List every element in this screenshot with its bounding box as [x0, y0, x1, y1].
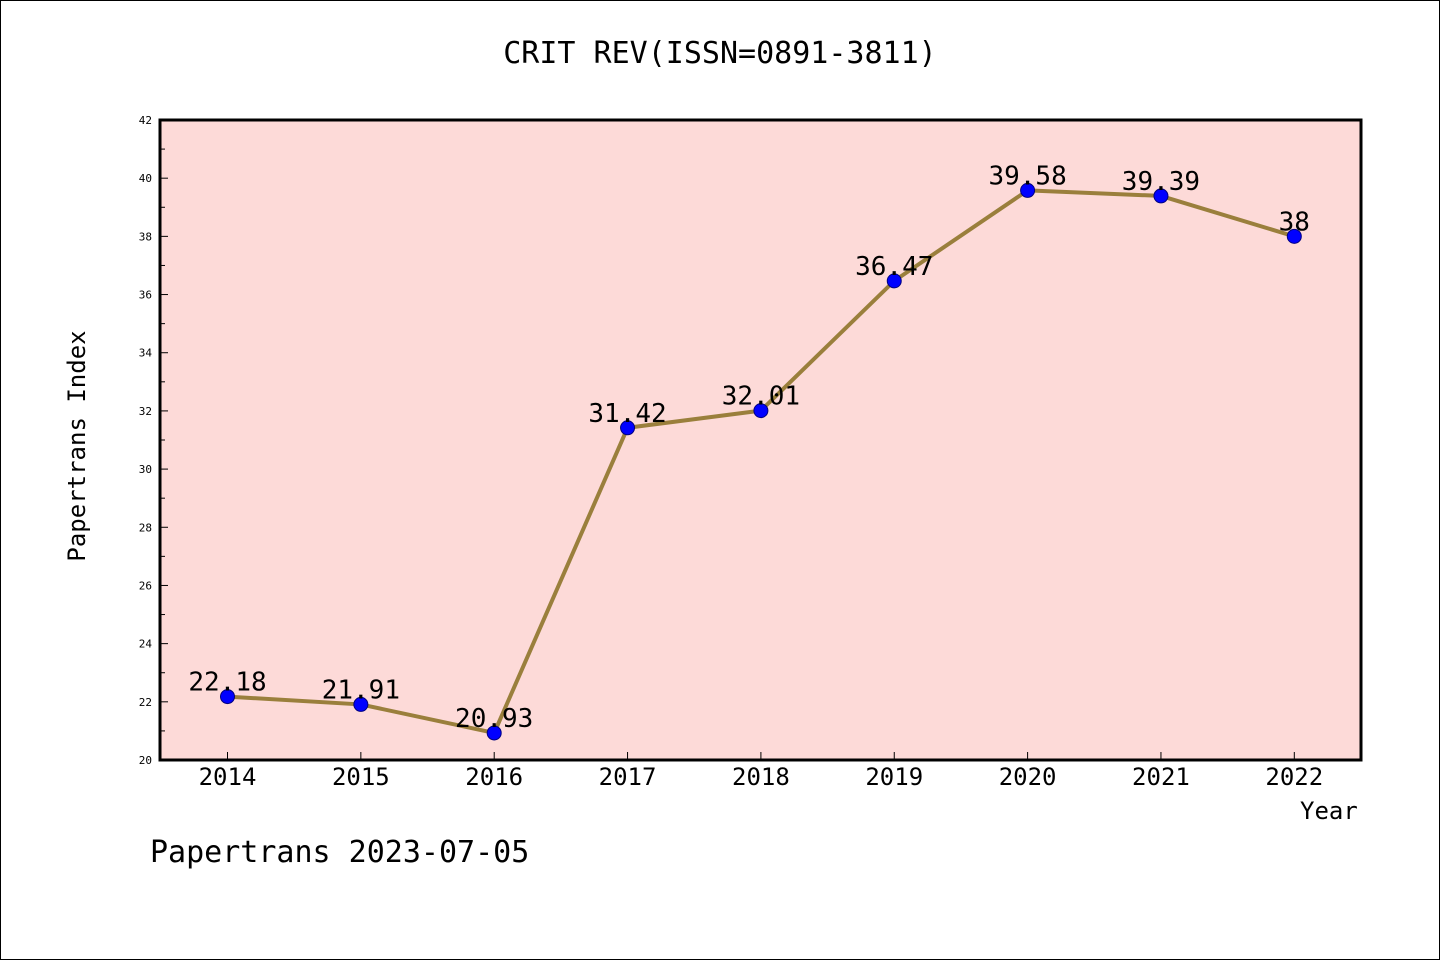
y-tick-label: 20	[139, 754, 152, 767]
x-tick-label: 2020	[999, 763, 1057, 791]
data-label: 36.47	[855, 252, 933, 282]
data-point	[353, 696, 369, 712]
data-points	[220, 182, 1302, 741]
x-tick-label: 2014	[199, 763, 257, 791]
x-tick-label: 2021	[1132, 763, 1190, 791]
y-tick-label: 28	[139, 521, 152, 534]
data-point	[753, 403, 769, 419]
data-label: 31.42	[588, 399, 666, 429]
data-point	[1153, 188, 1169, 204]
x-tick-label: 2017	[599, 763, 657, 791]
x-tick-label: 2018	[732, 763, 790, 791]
data-label: 20.93	[455, 704, 533, 734]
data-label: 32.01	[722, 382, 800, 412]
data-point	[620, 420, 636, 436]
y-tick-label: 30	[139, 463, 152, 476]
data-point	[220, 689, 235, 705]
y-tick-label: 36	[139, 289, 152, 302]
x-tick-label: 2016	[465, 763, 523, 791]
y-tick-label: 22	[139, 696, 152, 709]
plot-area	[158, 118, 1363, 762]
x-tick-label: 2015	[332, 763, 390, 791]
data-label: 39.58	[988, 161, 1066, 191]
data-point	[486, 725, 502, 741]
y-tick-label: 34	[139, 347, 153, 360]
data-point	[886, 273, 902, 289]
y-tick-label: 24	[139, 638, 153, 651]
x-axis-title: Year	[1300, 797, 1358, 825]
data-labels: 22.18 21.91 20.93 31.42 32.01 36.47 39.58 39.39…	[188, 161, 1310, 734]
y-axis: 20 22 24 26 28 30 32 34 36 38 40 42	[139, 114, 168, 767]
x-tick-label: 2022	[1265, 763, 1323, 791]
y-tick-label: 38	[139, 230, 152, 243]
data-label: 21.91	[322, 675, 400, 705]
y-tick-label: 32	[139, 405, 152, 418]
data-point	[1286, 228, 1302, 244]
y-tick-label: 42	[139, 114, 152, 127]
footer-text: Papertrans 2023-07-05	[150, 835, 530, 870]
data-label: 38	[1279, 207, 1310, 237]
data-label: 39.39	[1122, 167, 1200, 197]
data-label: 22.18	[188, 668, 266, 698]
y-tick-label: 40	[139, 172, 152, 185]
chart-title: CRIT REV(ISSN=0891-3811)	[503, 36, 937, 71]
x-tick-label: 2019	[865, 763, 923, 791]
data-point	[1020, 182, 1036, 198]
y-tick-label: 26	[139, 579, 152, 592]
x-axis: 2014 2015 2016 2017 2018 2019 2020 2021 2022	[199, 752, 1323, 791]
